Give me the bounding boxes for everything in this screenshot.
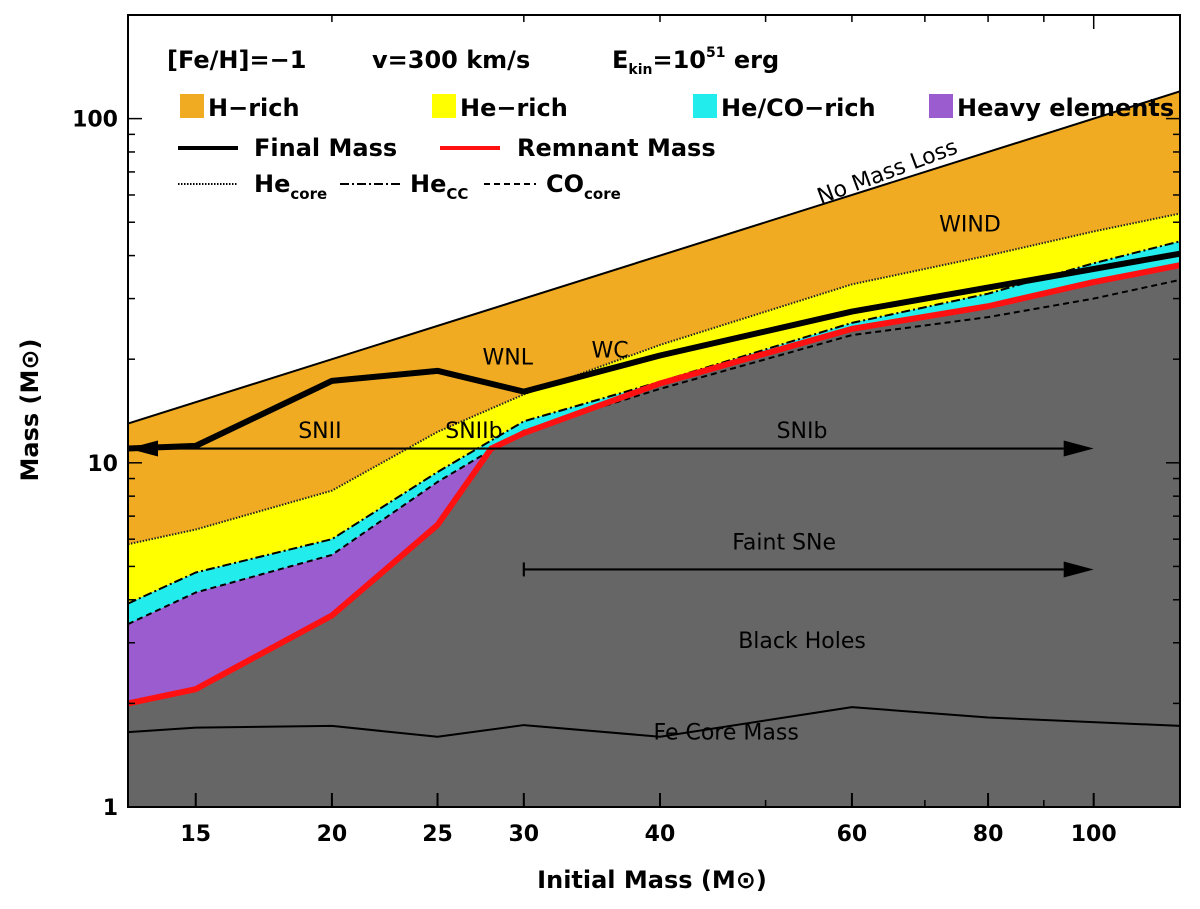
label-faint-sne: Faint SNe — [732, 530, 836, 555]
x-tick-label: 80 — [973, 822, 1004, 847]
y-tick-label: 100 — [72, 108, 118, 133]
legend-label: COcore — [546, 170, 621, 203]
series-lines — [128, 90, 1180, 738]
fe-core-mass-line — [128, 706, 1180, 738]
header-velocity: v=300 km/s — [372, 46, 530, 74]
x-tick-label: 100 — [1071, 822, 1117, 847]
label-black-holes: Black Holes — [738, 629, 866, 654]
x-tick-label: 25 — [422, 822, 453, 847]
legend-item-3: He/CO−rich — [693, 94, 876, 122]
arrows — [128, 440, 1094, 578]
region-fills — [128, 91, 1180, 807]
legend-label: Hecore — [254, 170, 327, 203]
legend-header: [Fe/H]=−1 v=300 km/s Ekin=1051 erg — [167, 45, 779, 78]
legend-label: Final Mass — [254, 134, 397, 162]
legend-swatch — [929, 94, 953, 118]
x-tick-label: 30 — [509, 822, 540, 847]
label-wind: WIND — [939, 212, 1001, 237]
region-h-rich — [128, 91, 1180, 545]
y-axis-title: Mass (M⊙) — [16, 339, 44, 482]
legend-remnant-mass: Remnant Mass — [440, 134, 716, 162]
y-tick-label: 1 — [103, 796, 118, 821]
legend-core-1: Hecore — [178, 170, 327, 203]
label-snib: SNIb — [777, 419, 828, 444]
header-ekin: Ekin=1051 erg — [612, 45, 779, 78]
x-axis-title: Initial Mass (M⊙) — [537, 866, 767, 894]
x-tick-label: 60 — [837, 822, 868, 847]
legend-label: He/CO−rich — [721, 94, 876, 122]
legend-label: He−rich — [460, 94, 568, 122]
he-core-line — [128, 212, 1180, 546]
header-metallicity: [Fe/H]=−1 — [167, 46, 306, 74]
legend-label: Heavy elements — [957, 94, 1174, 122]
plot-frame — [127, 14, 1181, 808]
legend-core-3: COcore — [484, 170, 621, 203]
label-wc: WC — [592, 339, 629, 364]
legend-final-mass: Final Mass — [178, 134, 397, 162]
region-heavy-elements — [128, 265, 1180, 704]
legend-item-2: He−rich — [432, 94, 568, 122]
x-tick-label: 20 — [317, 822, 348, 847]
y-tick-label: 10 — [87, 452, 118, 477]
arrow-faint_sne — [522, 561, 1094, 578]
region-remnant — [128, 265, 1180, 807]
legend-item-1: H−rich — [180, 94, 300, 122]
x-tick-label: 15 — [180, 822, 211, 847]
legend-label: HeCC — [410, 170, 468, 203]
legend: [Fe/H]=−1 v=300 km/s Ekin=1051 erg H−rich He… — [167, 45, 1174, 203]
arrow-snii_snib — [128, 440, 1094, 457]
label-fe-core: Fe Core Mass — [654, 721, 799, 746]
region-he-rich — [128, 213, 1180, 604]
legend-swatch — [180, 94, 204, 118]
legend-swatch — [432, 94, 456, 118]
legend-core-2: HeCC — [340, 170, 468, 203]
final-mass-line — [128, 250, 1180, 452]
axis-ticks: 15 20 25 30 40 60 80 100 1 10 100 — [72, 14, 1180, 847]
no-mass-loss-line — [128, 90, 1180, 425]
legend-label: H−rich — [208, 94, 300, 122]
legend-label: Remnant Mass — [517, 134, 716, 162]
label-sniib: SNIIb — [445, 419, 502, 444]
label-snii: SNII — [298, 419, 341, 444]
legend-swatch — [693, 94, 717, 118]
region-heco-rich — [128, 241, 1180, 625]
remnant-mass-line — [128, 262, 1180, 707]
x-tick-label: 40 — [645, 822, 676, 847]
label-wnl: WNL — [483, 346, 534, 371]
legend-item-4: Heavy elements — [929, 94, 1174, 122]
